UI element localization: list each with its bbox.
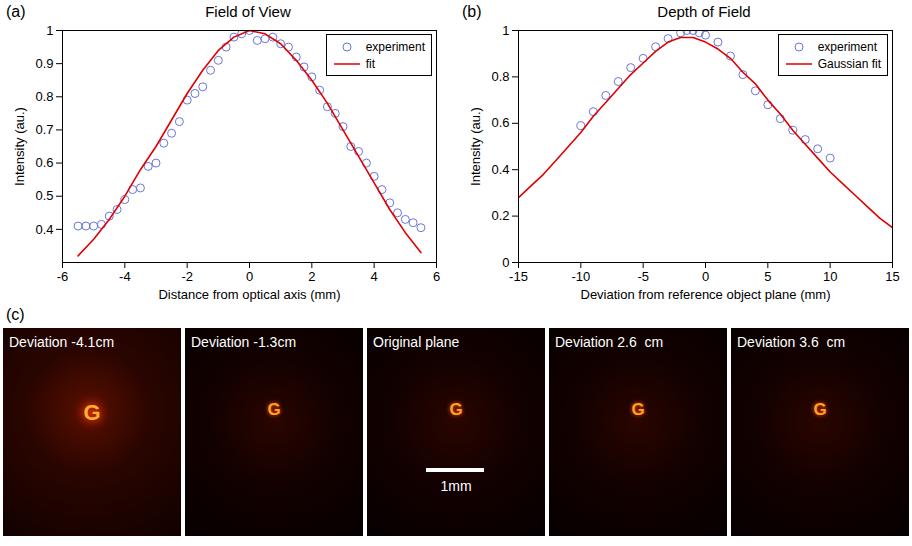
svg-text:-5: -5 xyxy=(637,269,649,284)
svg-text:-10: -10 xyxy=(571,269,590,284)
html-text:G: G xyxy=(449,400,463,419)
svg-text:0.6: 0.6 xyxy=(35,155,53,170)
html-text:Field of View: Field of View xyxy=(205,3,291,20)
svg-text:0.4: 0.4 xyxy=(491,162,509,177)
html-text:Original plane: Original plane xyxy=(373,334,460,350)
html-text:experiment: experiment xyxy=(817,39,877,54)
html-text:fit: fit xyxy=(365,56,375,71)
html-text:(b): (b) xyxy=(462,3,482,20)
html-text:(c): (c) xyxy=(6,306,25,323)
svg-text:Intensity (au.): Intensity (au.) xyxy=(12,107,27,186)
svg-text:0.7: 0.7 xyxy=(35,122,53,137)
svg-text:0.4: 0.4 xyxy=(35,222,53,237)
svg-text:5: 5 xyxy=(764,269,771,284)
html-text:Deviation 3.6 cm: Deviation 3.6 cm xyxy=(737,334,846,350)
svg-text:0: 0 xyxy=(702,269,709,284)
html-text:Depth of Field: Depth of Field xyxy=(657,3,751,20)
svg-text:-2: -2 xyxy=(181,269,193,284)
svg-text:-4: -4 xyxy=(119,269,131,284)
html-text:experiment: experiment xyxy=(365,39,425,54)
html-text:G: G xyxy=(267,400,281,419)
html-text:Deviation -1.3cm: Deviation -1.3cm xyxy=(191,334,296,350)
svg-text:0.9: 0.9 xyxy=(35,56,53,71)
html-text:G: G xyxy=(813,400,827,419)
html-text:(a): (a) xyxy=(6,3,26,20)
svg-text:0.2: 0.2 xyxy=(491,208,509,223)
svg-text:0.8: 0.8 xyxy=(35,89,53,104)
html-text:G: G xyxy=(83,400,101,425)
svg-text:6: 6 xyxy=(433,269,440,284)
svg-text:0.8: 0.8 xyxy=(491,69,509,84)
svg-text:-15: -15 xyxy=(509,269,528,284)
html-text:Gaussian fit: Gaussian fit xyxy=(817,56,881,71)
svg-text:2: 2 xyxy=(308,269,315,284)
svg-text:0: 0 xyxy=(246,269,253,284)
svg-text:0.5: 0.5 xyxy=(35,188,53,203)
svg-text:-6: -6 xyxy=(57,269,69,284)
svg-text:15: 15 xyxy=(885,269,899,284)
svg-text:Distance from optical axis (mm: Distance from optical axis (mm) xyxy=(158,287,340,302)
svg-text:1: 1 xyxy=(502,23,509,38)
svg-text:0.6: 0.6 xyxy=(491,115,509,130)
html-text:Deviation -4.1cm: Deviation -4.1cm xyxy=(9,334,114,350)
svg-text:0: 0 xyxy=(502,255,509,270)
svg-text:Deviation from reference objec: Deviation from reference object plane (m… xyxy=(581,287,831,302)
svg-text:4: 4 xyxy=(371,269,378,284)
html-text:G: G xyxy=(631,400,645,419)
html-text:Deviation 2.6 cm: Deviation 2.6 cm xyxy=(555,334,664,350)
svg-text:1: 1 xyxy=(46,23,53,38)
svg-text:10: 10 xyxy=(823,269,837,284)
html-text:1mm: 1mm xyxy=(440,478,472,494)
svg-text:Intensity (au.): Intensity (au.) xyxy=(468,107,483,186)
